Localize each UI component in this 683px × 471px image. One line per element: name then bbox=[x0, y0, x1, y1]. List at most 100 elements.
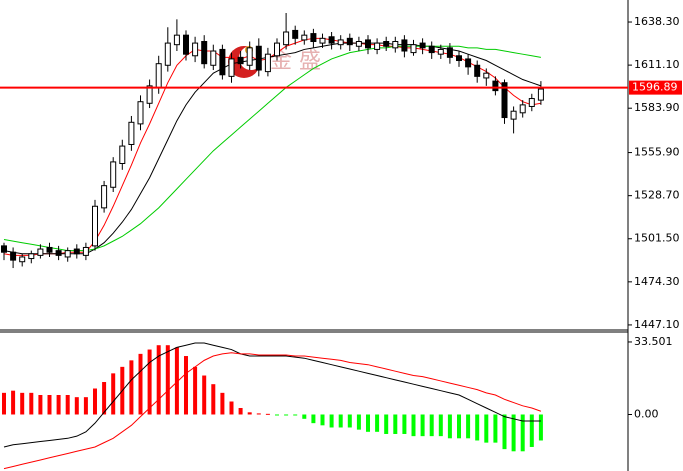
y-tick-label: 1638.30 bbox=[634, 15, 680, 28]
histogram-bar bbox=[202, 375, 207, 415]
candle-body bbox=[119, 145, 126, 164]
histogram-bar bbox=[256, 413, 261, 415]
histogram-bar bbox=[220, 392, 225, 415]
candle-body bbox=[383, 41, 390, 47]
histogram-bar bbox=[11, 390, 16, 415]
histogram-bar bbox=[265, 413, 270, 415]
candle-body bbox=[301, 34, 308, 41]
histogram-bar bbox=[65, 395, 70, 415]
candle-body bbox=[537, 88, 544, 101]
histogram-bar bbox=[484, 414, 489, 443]
candle-body bbox=[137, 101, 144, 125]
candle-body bbox=[501, 82, 508, 119]
candle-body bbox=[283, 31, 290, 46]
candle-body bbox=[201, 41, 208, 65]
histogram-bar bbox=[229, 401, 234, 415]
y-tick-label: 1583.90 bbox=[634, 101, 680, 114]
candle-body bbox=[465, 58, 472, 68]
histogram-bar bbox=[284, 414, 289, 416]
y-tick-label: 1555.90 bbox=[634, 146, 680, 159]
histogram-bar bbox=[457, 414, 461, 439]
candle-body bbox=[110, 161, 117, 188]
candle-body bbox=[173, 34, 180, 46]
histogram-bar bbox=[56, 395, 61, 415]
histogram-bar bbox=[493, 414, 498, 443]
histogram-bar bbox=[247, 412, 252, 415]
histogram-bar bbox=[356, 414, 361, 430]
candle-body bbox=[101, 185, 108, 209]
candle-body bbox=[55, 250, 62, 256]
candle-body bbox=[510, 110, 517, 120]
histogram-bar bbox=[29, 392, 34, 415]
candle-body bbox=[401, 39, 408, 52]
histogram-bar bbox=[165, 345, 170, 415]
histogram-bar bbox=[20, 392, 25, 415]
candle-body bbox=[410, 44, 417, 54]
y-tick-label: 1474.30 bbox=[634, 275, 680, 288]
histogram-bar bbox=[338, 414, 343, 428]
price-label-box bbox=[629, 80, 682, 95]
candle-body bbox=[365, 39, 371, 49]
candle-body bbox=[492, 80, 499, 92]
candle-body bbox=[419, 42, 426, 49]
candle-body bbox=[264, 53, 271, 73]
histogram-bar bbox=[311, 414, 316, 424]
candle-body bbox=[237, 56, 244, 65]
histogram-bar bbox=[366, 414, 370, 432]
histogram-bar bbox=[275, 414, 279, 416]
histogram-bar bbox=[156, 345, 161, 415]
y-tick-label: 33.501 bbox=[634, 335, 673, 348]
candle-body bbox=[228, 58, 235, 77]
histogram-bar bbox=[174, 347, 179, 415]
histogram-bar bbox=[529, 414, 534, 447]
histogram-bar bbox=[502, 414, 507, 450]
candle-body bbox=[246, 47, 253, 66]
histogram-bar bbox=[129, 360, 134, 415]
histogram-bar bbox=[111, 373, 116, 415]
histogram-bar bbox=[211, 384, 216, 415]
histogram-bar bbox=[74, 397, 79, 415]
histogram-bar bbox=[375, 414, 380, 432]
candle-body bbox=[528, 98, 535, 107]
candle-body bbox=[437, 48, 444, 55]
candle-body bbox=[64, 250, 71, 258]
candle-body bbox=[355, 41, 362, 47]
candle-body bbox=[446, 47, 453, 58]
candle-body bbox=[319, 37, 326, 44]
histogram-bar bbox=[184, 356, 188, 415]
candle-body bbox=[210, 50, 217, 66]
candle-body bbox=[519, 104, 526, 114]
y-tick-label: 0.00 bbox=[634, 407, 659, 420]
histogram-bar bbox=[411, 414, 416, 437]
candle-body bbox=[219, 48, 226, 76]
histogram-bar bbox=[438, 414, 443, 437]
histogram-bar bbox=[320, 414, 325, 426]
histogram-bar bbox=[511, 414, 516, 452]
histogram-bar bbox=[420, 414, 425, 437]
histogram-bar bbox=[93, 388, 97, 415]
candle-body bbox=[73, 248, 80, 255]
indicator-line bbox=[3, 352, 542, 470]
histogram-bar bbox=[402, 414, 407, 434]
candle-body bbox=[310, 33, 317, 43]
histogram-bar bbox=[466, 414, 471, 439]
candle-body bbox=[337, 39, 344, 46]
histogram-bar bbox=[102, 382, 107, 415]
histogram-bar bbox=[447, 414, 452, 439]
histogram-bar bbox=[520, 414, 525, 452]
indicator-line bbox=[3, 342, 541, 448]
histogram-bar bbox=[38, 395, 43, 415]
y-tick-label: 1501.50 bbox=[634, 232, 680, 245]
histogram-bar bbox=[193, 366, 198, 415]
candle-body bbox=[10, 251, 17, 261]
y-tick-label: 1447.10 bbox=[634, 318, 680, 331]
histogram-bar bbox=[302, 414, 307, 419]
candle-body bbox=[82, 246, 89, 256]
histogram-bar bbox=[475, 414, 480, 441]
candle-body bbox=[37, 248, 44, 256]
histogram-bar bbox=[429, 414, 434, 437]
candle-body bbox=[428, 45, 435, 54]
candle-body bbox=[483, 72, 490, 79]
histogram-bar bbox=[138, 353, 143, 415]
y-tick-label: 1611.10 bbox=[634, 58, 680, 71]
